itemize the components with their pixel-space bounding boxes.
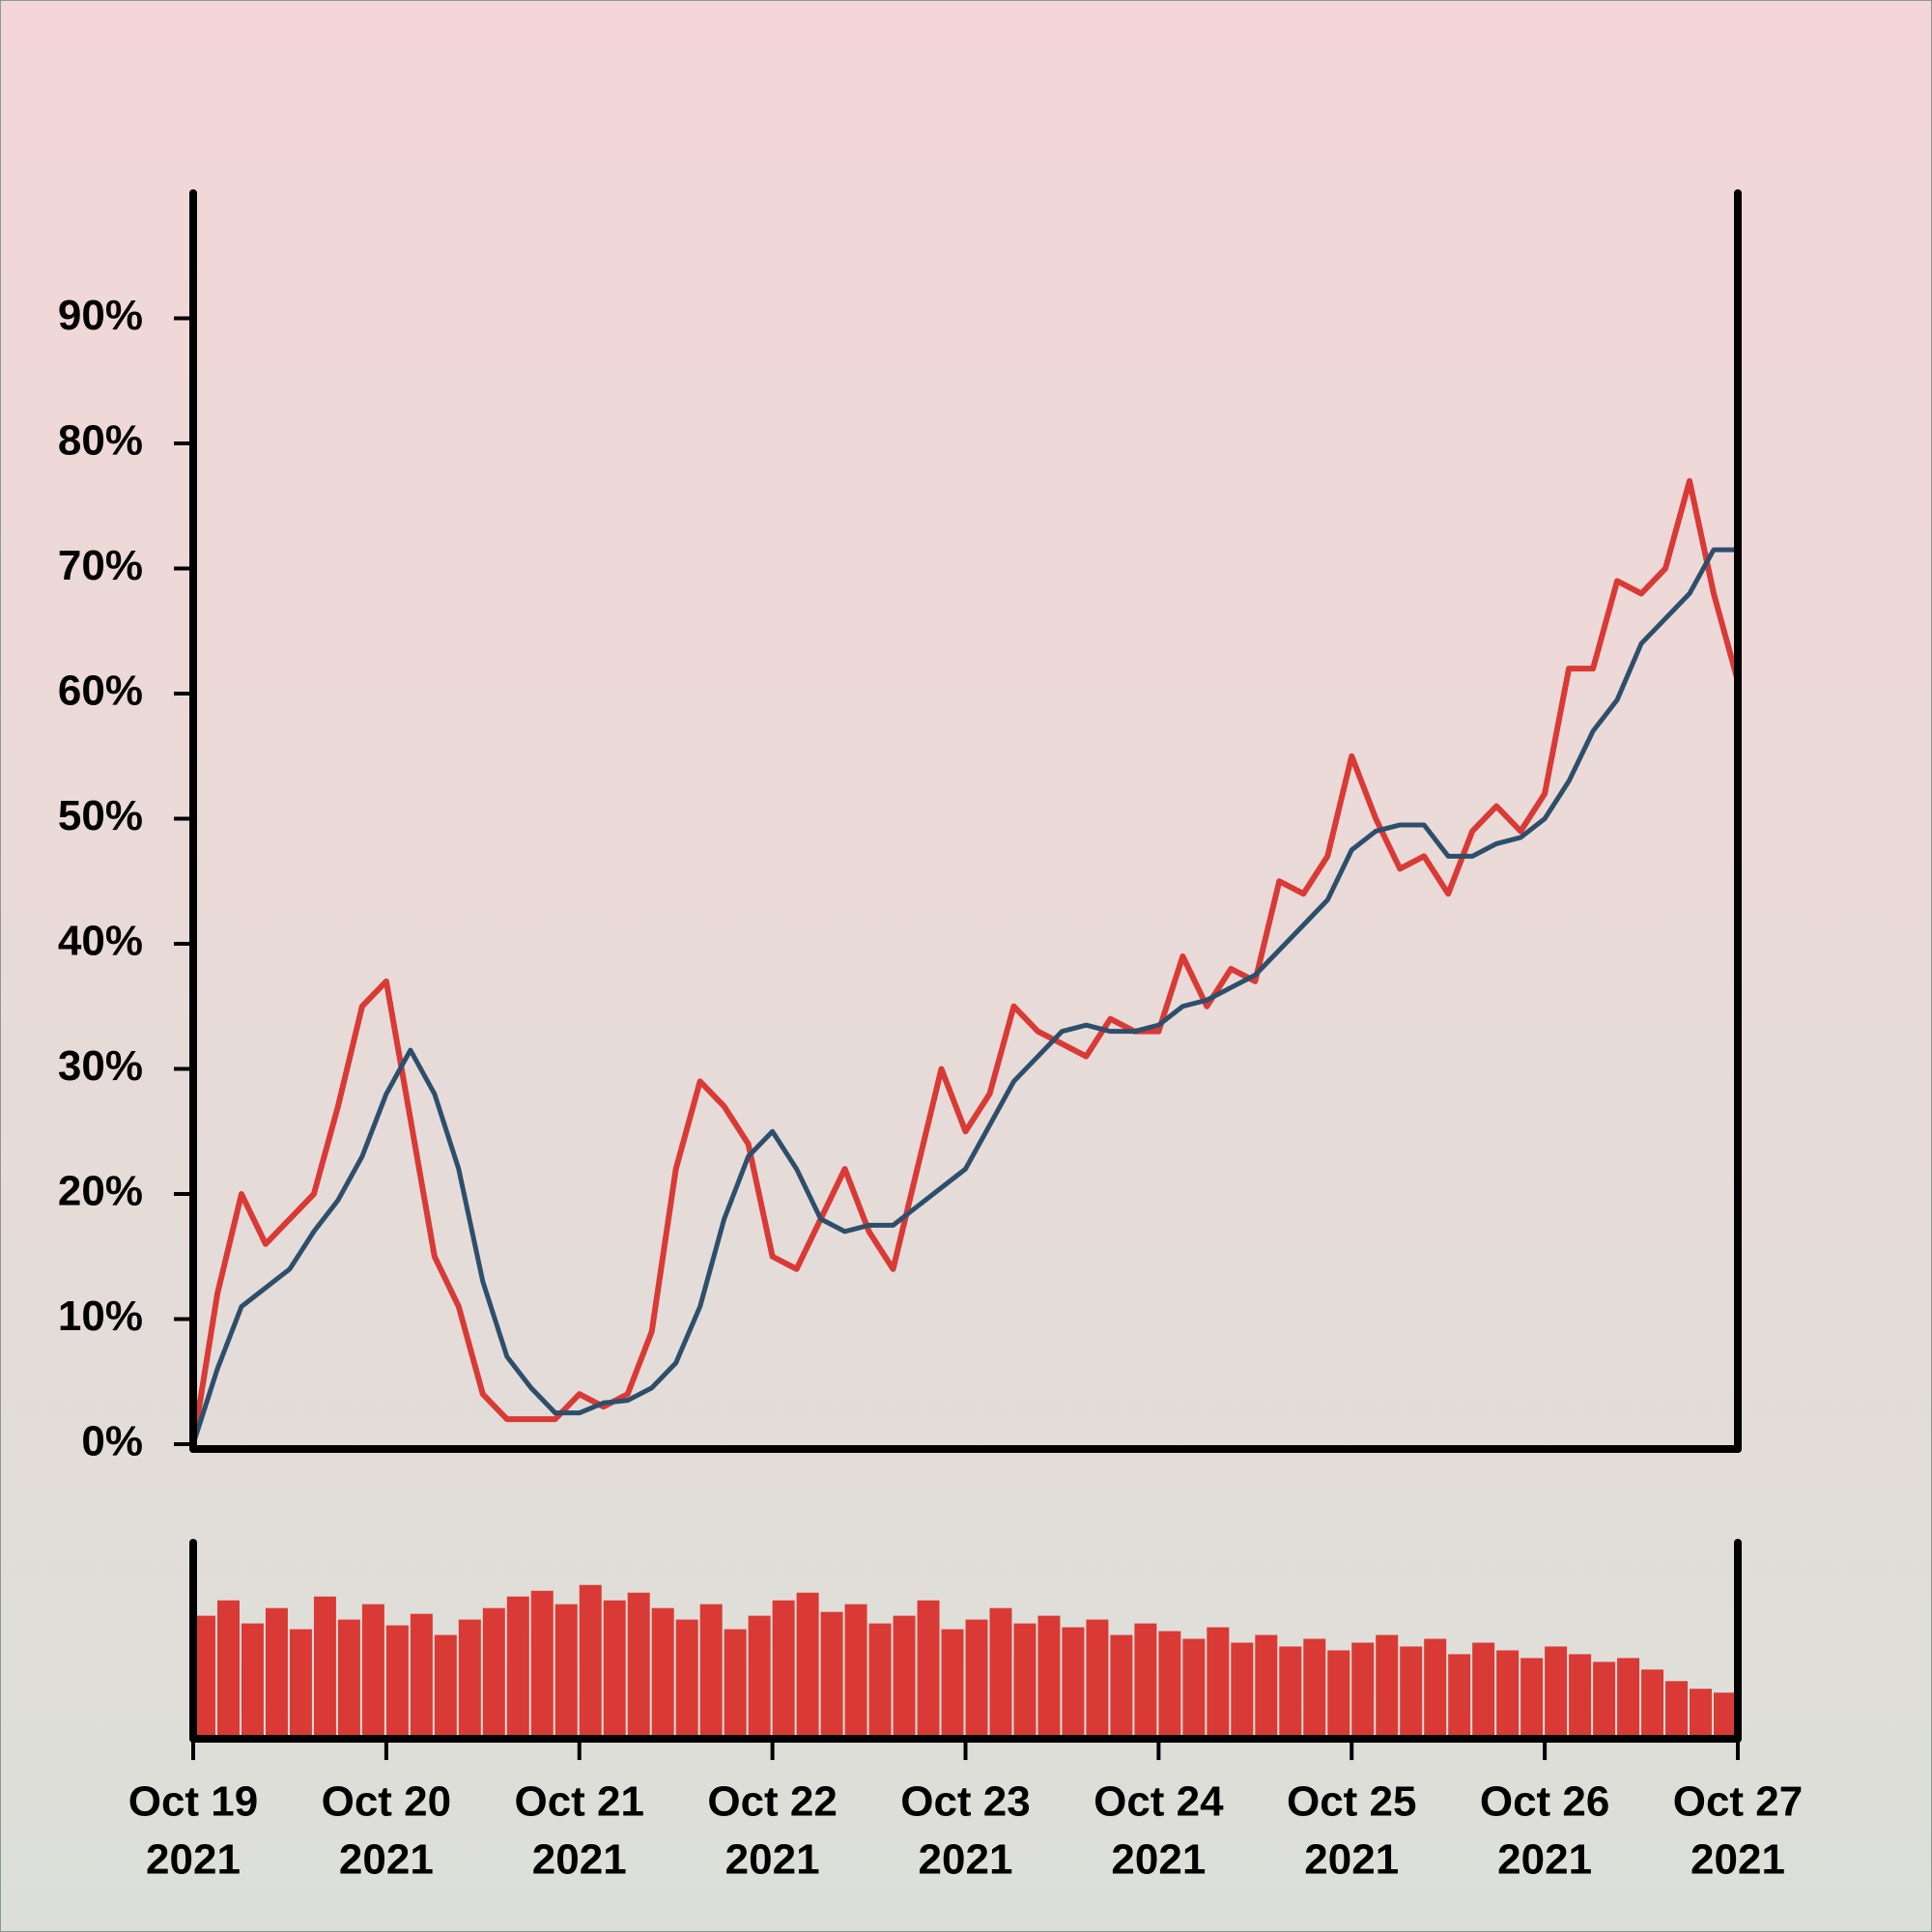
- volume-bar: [1231, 1642, 1254, 1735]
- x-tick-label: 2021: [1111, 1836, 1206, 1884]
- volume-bar: [603, 1600, 626, 1735]
- volume-bar: [917, 1600, 940, 1735]
- plot: [190, 477, 1741, 1735]
- x-tick-label: Oct 23: [900, 1778, 1031, 1826]
- volume-bar: [1134, 1623, 1157, 1735]
- volume-bar: [627, 1592, 650, 1735]
- x-tick-label: 2021: [919, 1836, 1013, 1884]
- x-tick-label: 2021: [1497, 1836, 1592, 1884]
- volume-bar: [1569, 1654, 1592, 1735]
- volume-bar: [506, 1596, 529, 1735]
- volume-bar: [1013, 1623, 1037, 1735]
- y-tick-label: 30%: [58, 1042, 143, 1090]
- x-tick-label: 2021: [532, 1836, 627, 1884]
- volume-bar: [820, 1611, 843, 1735]
- volume-bar: [265, 1607, 288, 1735]
- volume-bar: [482, 1607, 505, 1735]
- x-tick-label: Oct 21: [514, 1778, 644, 1826]
- volume-bar: [1400, 1646, 1423, 1735]
- volume-bar: [699, 1604, 723, 1735]
- volume-bar: [1496, 1650, 1520, 1735]
- y-tick-label: 10%: [58, 1293, 143, 1340]
- x-tick-label: Oct 27: [1673, 1778, 1804, 1826]
- y-tick-label: 60%: [58, 668, 143, 715]
- volume-bar: [1110, 1634, 1133, 1735]
- volume-bar: [989, 1607, 1012, 1735]
- volume-bar: [675, 1619, 698, 1735]
- volume-bar: [385, 1625, 409, 1735]
- volume-bar: [554, 1604, 578, 1735]
- volume-bar: [748, 1615, 771, 1735]
- volume-bar: [1520, 1658, 1544, 1735]
- x-tick-label: Oct 22: [707, 1778, 838, 1826]
- y-tick-label: 80%: [58, 417, 143, 465]
- volume-bar: [1351, 1642, 1375, 1735]
- volume-bar: [1690, 1689, 1713, 1735]
- volume-bar: [530, 1590, 554, 1735]
- volume-bar: [651, 1607, 674, 1735]
- y-tick-label: 70%: [58, 542, 143, 589]
- volume-bar: [965, 1619, 988, 1735]
- volume-bar: [1062, 1627, 1085, 1735]
- volume-bar: [1158, 1631, 1181, 1735]
- volume-bar: [337, 1619, 360, 1735]
- x-tick-label: 2021: [146, 1836, 241, 1884]
- volume-bar: [893, 1615, 916, 1735]
- y-tick-label: 90%: [58, 292, 143, 339]
- volume-bar: [1665, 1681, 1689, 1735]
- x-tick-label: Oct 26: [1480, 1778, 1610, 1826]
- volume-bar: [1641, 1669, 1664, 1735]
- volume-bar: [772, 1600, 795, 1735]
- volume-bar: [1037, 1615, 1061, 1735]
- volume-bar: [1327, 1650, 1350, 1735]
- volume-bar: [216, 1600, 240, 1735]
- volume-bar: [1472, 1642, 1495, 1735]
- x-tick-label: 2021: [339, 1836, 434, 1884]
- volume-bar: [1376, 1634, 1399, 1735]
- volume-bar: [868, 1623, 892, 1735]
- volume-bar: [844, 1604, 867, 1735]
- volume-bar: [1617, 1658, 1640, 1735]
- x-tick-label: Oct 24: [1094, 1778, 1224, 1826]
- volume-bar: [1255, 1634, 1278, 1735]
- y-tick-label: 20%: [58, 1168, 143, 1215]
- volume-bar: [458, 1619, 481, 1735]
- series-line: [190, 547, 1738, 1445]
- axes: 0% 10% 20% 30% 40% 50% 60% 70% 80% 90% Oct 19 2021 O…: [58, 189, 1804, 1884]
- x-tick-label: Oct 25: [1287, 1778, 1417, 1826]
- volume-bar: [1086, 1619, 1109, 1735]
- x-tick-label: Oct 20: [322, 1778, 452, 1826]
- volume-bar: [410, 1613, 433, 1735]
- volume-bar: [796, 1592, 819, 1735]
- series-line: [190, 477, 1741, 1445]
- volume-bar: [241, 1623, 264, 1735]
- x-tick-label: 2021: [1304, 1836, 1399, 1884]
- volume-bar: [724, 1629, 747, 1735]
- volume-bar: [1303, 1638, 1326, 1735]
- volume-bar: [361, 1604, 384, 1735]
- volume-bar: [1182, 1638, 1206, 1735]
- volume-bar: [434, 1634, 457, 1735]
- x-tick-label: Oct 19: [128, 1778, 259, 1826]
- volume-bar: [1545, 1646, 1568, 1735]
- volume-bar: [1448, 1654, 1471, 1735]
- volume-bar: [313, 1596, 336, 1735]
- volume-bar: [1279, 1646, 1302, 1735]
- y-tick-label: 0%: [81, 1418, 143, 1465]
- volume-bar: [1593, 1662, 1616, 1735]
- volume-bar: [289, 1629, 312, 1735]
- x-tick-label: 2021: [725, 1836, 820, 1884]
- volume-bar: [193, 1615, 215, 1735]
- x-tick-label: 2021: [1690, 1836, 1785, 1884]
- volume-bar: [1207, 1627, 1230, 1735]
- volume-bar: [1714, 1692, 1736, 1735]
- y-tick-label: 50%: [58, 792, 143, 839]
- y-tick-label: 40%: [58, 918, 143, 965]
- volume-bar: [579, 1584, 602, 1735]
- volume-bar: [941, 1629, 964, 1735]
- volume-bar: [1424, 1638, 1447, 1735]
